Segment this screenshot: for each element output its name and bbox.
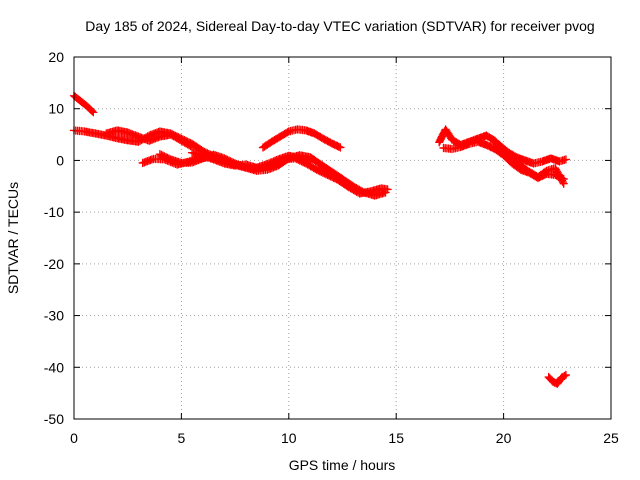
series-arc-7 — [258, 125, 345, 152]
grid-lines — [74, 57, 611, 419]
series-markers — [544, 370, 571, 388]
x-tick-label: 20 — [496, 430, 512, 446]
x-axis-label: GPS time / hours — [289, 457, 396, 473]
y-tick-label: 0 — [56, 152, 64, 168]
data-series — [69, 91, 571, 388]
y-tick-label: -40 — [44, 359, 64, 375]
x-tick-label: 5 — [178, 430, 186, 446]
y-tick-label: 20 — [48, 49, 64, 65]
plot-frame — [73, 56, 612, 420]
y-tick-label: 10 — [48, 101, 64, 117]
series-markers — [187, 148, 315, 172]
series-markers — [486, 134, 571, 168]
chart-title: Day 185 of 2024, Sidereal Day-to-day VTE… — [85, 18, 594, 34]
y-axis-label: SDTVAR / TECUs — [5, 182, 21, 294]
y-tick-label: -20 — [44, 256, 64, 272]
x-tick-label: 25 — [603, 430, 619, 446]
series-markers — [258, 125, 345, 152]
series-arc-3 — [102, 126, 197, 152]
series-arc-11 — [544, 370, 571, 388]
series-arc-9 — [439, 137, 568, 184]
x-tick-label: 10 — [281, 430, 297, 446]
y-tick-label: -50 — [44, 411, 64, 427]
series-markers — [439, 137, 568, 184]
x-tick-label: 0 — [70, 430, 78, 446]
series-arc-6 — [187, 148, 315, 172]
y-tick-label: -10 — [44, 204, 64, 220]
y-tick-label: -30 — [44, 308, 64, 324]
series-markers — [102, 126, 197, 152]
x-tick-label: 15 — [388, 430, 404, 446]
axis-ticks: 0 5 10 15 20 25 -50 -40 -30 -20 -10 0 10 20 — [44, 49, 619, 446]
series-arc-10 — [486, 134, 571, 168]
